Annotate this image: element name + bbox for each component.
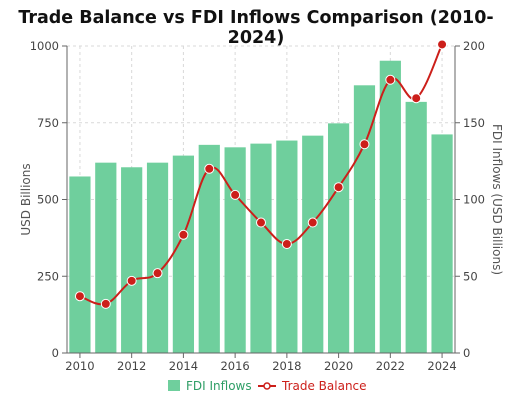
x-tick-label: 2024	[427, 359, 456, 373]
trade-balance-point	[74, 291, 85, 302]
y-left-tick-label: 750	[37, 116, 59, 130]
x-tick-label: 2016	[220, 359, 249, 373]
bar	[405, 101, 427, 354]
x-tick-label: 2010	[65, 359, 94, 373]
trade-balance-point	[204, 163, 215, 174]
bar	[146, 162, 169, 353]
y-left-tick-label: 0	[52, 346, 59, 360]
legend-trade-marker	[263, 382, 271, 390]
trade-balance-point	[256, 217, 266, 228]
bar	[172, 155, 195, 353]
bar	[431, 134, 453, 353]
bar	[302, 135, 324, 353]
trade-balance-point	[100, 298, 111, 309]
trade-balance-point	[307, 217, 318, 228]
trade-balance-point	[333, 182, 344, 193]
trade-balance-point	[411, 93, 422, 104]
trade-balance-point	[281, 239, 292, 250]
legend-trade-label: Trade Balance	[281, 379, 367, 393]
bar	[198, 144, 220, 353]
y-right-tick-label: 0	[463, 346, 470, 360]
bar	[69, 176, 91, 353]
x-tick-label: 2020	[324, 359, 353, 373]
bar	[353, 85, 376, 354]
y-right-tick-label: 50	[463, 269, 478, 283]
chart-title: Trade Balance vs FDI Inflows Comparison …	[18, 8, 494, 48]
bar	[250, 143, 272, 353]
x-tick-label: 2014	[169, 359, 198, 373]
trade-balance-point	[152, 268, 163, 279]
trade-balance-point	[178, 229, 189, 240]
bar	[379, 60, 401, 354]
y-right-tick-label: 200	[463, 39, 485, 53]
y-right-tick-label: 100	[463, 193, 485, 207]
x-tick-label: 2018	[272, 359, 301, 373]
bar	[224, 147, 246, 353]
y-left-tick-label: 500	[37, 193, 59, 207]
x-tick-label: 2012	[117, 359, 146, 373]
y-left-axis-title: USD Billions	[19, 163, 33, 235]
trade-balance-point	[359, 139, 370, 150]
y-right-axis-title: FDI Inflows (USD Billions)	[490, 124, 504, 275]
legend-fdi-label: FDI Inflows	[186, 379, 252, 393]
y-left-tick-label: 1000	[30, 39, 59, 53]
trade-balance-point	[230, 189, 241, 200]
y-left-tick-label: 250	[37, 269, 59, 283]
legend-fdi-swatch	[168, 380, 180, 391]
y-right-tick-label: 150	[463, 116, 485, 130]
trade-balance-point	[385, 74, 396, 85]
trade-balance-point	[437, 39, 448, 50]
bar	[95, 162, 117, 353]
trade-balance-point	[126, 275, 137, 286]
bar	[121, 167, 143, 353]
bar	[327, 123, 350, 353]
x-tick-label: 2022	[376, 359, 405, 373]
